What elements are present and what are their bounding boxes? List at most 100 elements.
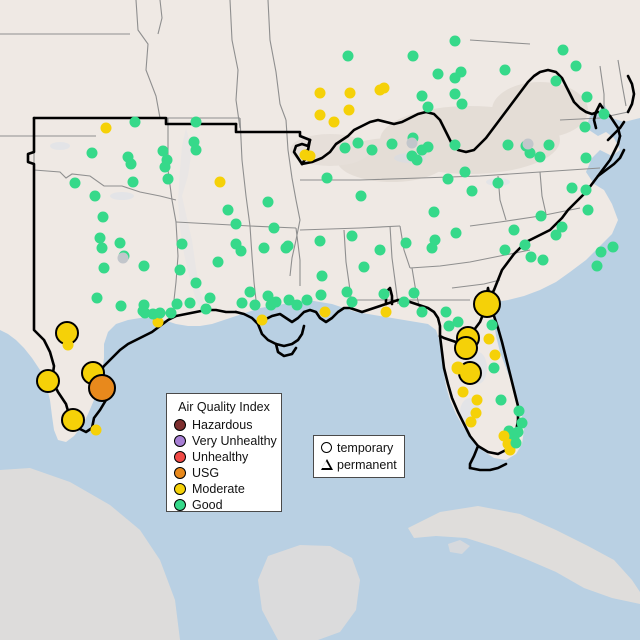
monitor-site-marker[interactable] bbox=[258, 242, 270, 254]
monitor-site-marker[interactable] bbox=[524, 147, 536, 159]
monitor-site-marker[interactable] bbox=[214, 176, 226, 188]
monitor-site-marker[interactable] bbox=[580, 152, 592, 164]
monitor-site-marker[interactable] bbox=[100, 122, 112, 134]
monitor-site-marker[interactable] bbox=[190, 144, 202, 156]
monitor-site-marker[interactable] bbox=[61, 408, 85, 432]
monitor-site-marker[interactable] bbox=[406, 137, 418, 149]
monitor-site-marker[interactable] bbox=[268, 222, 280, 234]
monitor-site-marker[interactable] bbox=[449, 139, 461, 151]
monitor-site-marker[interactable] bbox=[154, 307, 166, 319]
monitor-site-marker[interactable] bbox=[204, 292, 216, 304]
monitor-site-marker[interactable] bbox=[522, 138, 534, 150]
monitor-site-marker[interactable] bbox=[184, 297, 196, 309]
monitor-site-marker[interactable] bbox=[69, 177, 81, 189]
monitor-site-marker[interactable] bbox=[504, 444, 516, 456]
monitor-site-marker[interactable] bbox=[440, 306, 452, 318]
monitor-site-marker[interactable] bbox=[249, 299, 261, 311]
monitor-site-marker[interactable] bbox=[432, 68, 444, 80]
monitor-site-marker[interactable] bbox=[408, 287, 420, 299]
monitor-site-marker[interactable] bbox=[188, 136, 200, 148]
monitor-site-marker[interactable] bbox=[466, 185, 478, 197]
monitor-site-marker[interactable] bbox=[512, 426, 524, 438]
monitor-site-marker[interactable] bbox=[174, 264, 186, 276]
monitor-site-marker[interactable] bbox=[94, 232, 106, 244]
monitor-site-marker[interactable] bbox=[422, 141, 434, 153]
monitor-site-marker[interactable] bbox=[456, 98, 468, 110]
monitor-site-marker[interactable] bbox=[162, 173, 174, 185]
monitor-site-marker[interactable] bbox=[96, 242, 108, 254]
monitor-site-marker[interactable] bbox=[452, 316, 464, 328]
monitor-site-marker[interactable] bbox=[580, 184, 592, 196]
monitor-site-marker[interactable] bbox=[534, 151, 546, 163]
monitor-site-marker[interactable] bbox=[513, 405, 525, 417]
monitor-site-marker[interactable] bbox=[374, 244, 386, 256]
legend-item-good[interactable]: Good bbox=[174, 497, 274, 513]
monitor-site-marker[interactable] bbox=[570, 60, 582, 72]
monitor-site-marker[interactable] bbox=[270, 296, 282, 308]
monitor-site-marker[interactable] bbox=[380, 306, 392, 318]
monitor-site-marker[interactable] bbox=[428, 206, 440, 218]
monitor-site-marker[interactable] bbox=[492, 177, 504, 189]
monitor-site-marker[interactable] bbox=[346, 296, 358, 308]
monitor-site-marker[interactable] bbox=[236, 297, 248, 309]
monitor-site-marker[interactable] bbox=[449, 72, 461, 84]
monitor-site-marker[interactable] bbox=[459, 166, 471, 178]
monitor-site-marker[interactable] bbox=[314, 109, 326, 121]
monitor-site-marker[interactable] bbox=[488, 362, 500, 374]
monitor-site-marker[interactable] bbox=[537, 254, 549, 266]
monitor-site-marker[interactable] bbox=[344, 87, 356, 99]
monitor-site-marker[interactable] bbox=[36, 369, 60, 393]
monitor-site-marker[interactable] bbox=[510, 437, 522, 449]
monitor-site-marker[interactable] bbox=[212, 256, 224, 268]
monitor-site-marker[interactable] bbox=[342, 50, 354, 62]
monitor-site-marker[interactable] bbox=[454, 336, 478, 360]
monitor-site-marker[interactable] bbox=[503, 425, 515, 437]
monitor-site-marker[interactable] bbox=[498, 430, 510, 442]
monitor-site-marker[interactable] bbox=[341, 286, 353, 298]
monitor-site-marker[interactable] bbox=[230, 218, 242, 230]
legend-item-hazardous[interactable]: Hazardous bbox=[174, 417, 274, 433]
monitor-site-marker[interactable] bbox=[125, 158, 137, 170]
monitor-site-marker[interactable] bbox=[171, 298, 183, 310]
monitor-site-marker[interactable] bbox=[355, 190, 367, 202]
monitor-site-marker[interactable] bbox=[200, 303, 212, 315]
monitor-site-marker[interactable] bbox=[98, 262, 110, 274]
monitor-site-marker[interactable] bbox=[566, 182, 578, 194]
monitor-site-marker[interactable] bbox=[483, 333, 495, 345]
monitor-site-marker[interactable] bbox=[91, 292, 103, 304]
monitor-site-marker[interactable] bbox=[316, 270, 328, 282]
monitor-site-marker[interactable] bbox=[366, 144, 378, 156]
monitor-site-marker[interactable] bbox=[422, 101, 434, 113]
monitor-site-marker[interactable] bbox=[138, 299, 150, 311]
monitor-site-marker[interactable] bbox=[152, 316, 164, 328]
monitor-site-marker[interactable] bbox=[449, 35, 461, 47]
monitor-site-marker[interactable] bbox=[280, 242, 292, 254]
monitor-site-marker[interactable] bbox=[535, 210, 547, 222]
monitor-site-marker[interactable] bbox=[416, 90, 428, 102]
monitor-site-marker[interactable] bbox=[579, 121, 591, 133]
monitor-site-marker[interactable] bbox=[90, 424, 102, 436]
monitor-site-marker[interactable] bbox=[62, 339, 74, 351]
monitor-site-marker[interactable] bbox=[516, 417, 528, 429]
monitor-site-marker[interactable] bbox=[557, 44, 569, 56]
monitor-site-marker[interactable] bbox=[489, 349, 501, 361]
monitor-site-marker[interactable] bbox=[443, 320, 455, 332]
monitor-site-marker[interactable] bbox=[378, 82, 390, 94]
monitor-site-marker[interactable] bbox=[449, 88, 461, 100]
monitor-site-marker[interactable] bbox=[591, 260, 603, 272]
monitor-site-marker[interactable] bbox=[556, 221, 568, 233]
monitor-site-marker[interactable] bbox=[595, 246, 607, 258]
monitor-site-marker[interactable] bbox=[525, 251, 537, 263]
monitor-site-marker[interactable] bbox=[222, 204, 234, 216]
monitor-site-marker[interactable] bbox=[473, 290, 501, 318]
monitor-site-marker[interactable] bbox=[450, 227, 462, 239]
monitor-site-marker[interactable] bbox=[582, 204, 594, 216]
legend-item-moderate[interactable]: Moderate bbox=[174, 481, 274, 497]
legend-item-usg[interactable]: USG bbox=[174, 465, 274, 481]
monitor-site-marker[interactable] bbox=[426, 242, 438, 254]
monitor-site-marker[interactable] bbox=[114, 237, 126, 249]
legend-item-unhealthy[interactable]: Unhealthy bbox=[174, 449, 274, 465]
monitor-site-marker[interactable] bbox=[486, 319, 498, 331]
monitor-site-marker[interactable] bbox=[502, 438, 514, 450]
monitor-site-marker[interactable] bbox=[283, 294, 295, 306]
